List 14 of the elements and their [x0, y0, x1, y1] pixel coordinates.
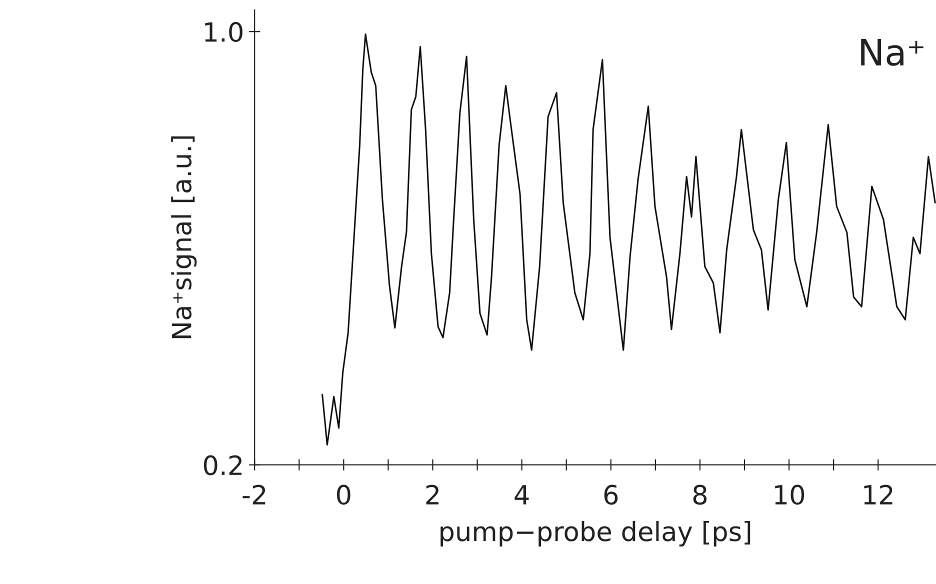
x-tick-label: 2: [426, 484, 438, 504]
x-tick-label: 10: [775, 484, 804, 505]
x-tick-label: 12: [864, 484, 892, 504]
y-tick-label: 0.2: [204, 455, 242, 476]
x-tick-label: 4: [514, 485, 529, 504]
x-tick-label: -2: [242, 484, 266, 504]
x-tick-label: 6: [604, 484, 618, 505]
x-tick-label: 0: [337, 484, 350, 505]
y-tick-label: 1.0: [205, 22, 242, 42]
x-axis-title: pump−probe delay [ps]: [440, 520, 750, 546]
line-series: [322, 34, 936, 446]
x-tick-label: 8: [693, 484, 707, 505]
annotation: Na⁺: [861, 39, 924, 66]
y-axis-title: Na⁺signal [a.u.]: [171, 136, 197, 338]
